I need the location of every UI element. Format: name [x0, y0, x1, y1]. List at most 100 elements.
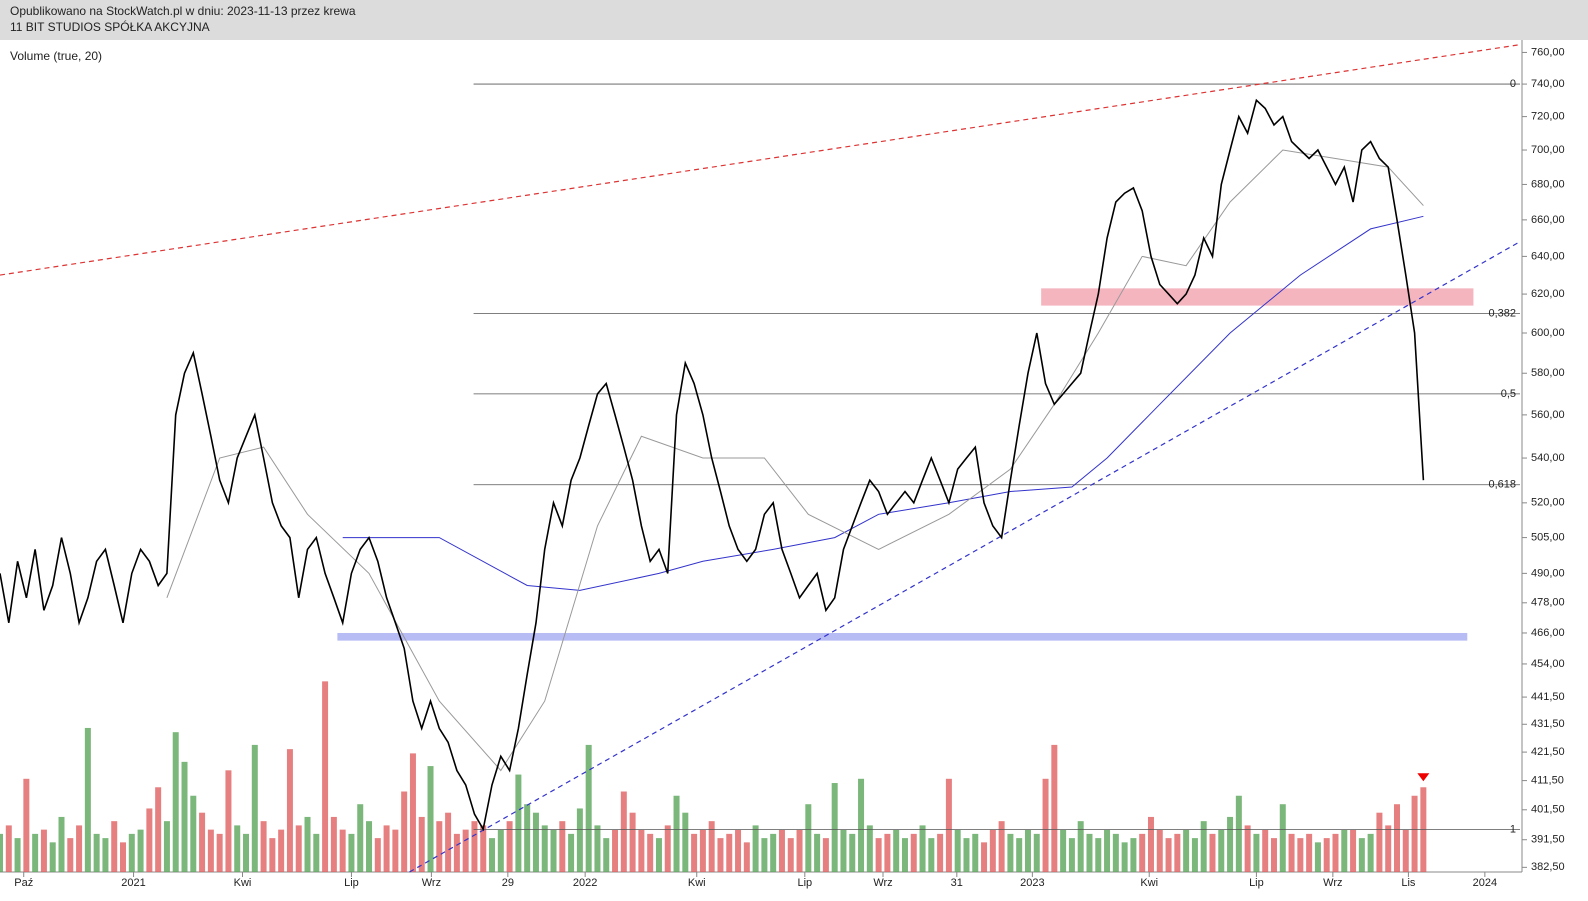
volume-bar — [541, 825, 548, 872]
y-tick-label: 505,00 — [1531, 531, 1565, 543]
volume-bar — [1323, 838, 1330, 872]
fib-label: 0,5 — [1501, 388, 1516, 400]
volume-bar — [840, 829, 847, 872]
volume-bar — [612, 829, 619, 872]
volume-bar — [418, 816, 425, 872]
volume-bar — [313, 833, 320, 872]
y-tick-label: 391,50 — [1531, 834, 1565, 846]
volume-bar — [1147, 816, 1154, 872]
volume-bar — [717, 838, 724, 872]
volume-bar — [462, 829, 469, 872]
zone — [1041, 288, 1474, 306]
volume-bar — [945, 778, 952, 872]
volume-bar — [1095, 838, 1102, 872]
volume-bar — [1270, 838, 1277, 872]
volume-bar — [207, 829, 214, 872]
volume-bar — [1385, 825, 1392, 872]
y-tick-label: 760,00 — [1531, 46, 1565, 58]
volume-bar — [524, 804, 531, 872]
volume-label: Volume (true, 20) — [10, 49, 102, 63]
volume-bar — [102, 838, 109, 872]
fib-label: 0,618 — [1488, 479, 1516, 491]
trendline — [409, 241, 1521, 873]
volume-bar — [1411, 795, 1418, 872]
volume-bar — [199, 812, 206, 872]
x-tick-label: 2022 — [573, 877, 597, 889]
volume-bar — [0, 833, 3, 872]
volume-bar — [23, 778, 30, 872]
volume-bar — [40, 829, 47, 872]
y-tick-label: 600,00 — [1531, 327, 1565, 339]
volume-bar — [128, 833, 135, 872]
volume-bar — [893, 829, 900, 872]
zone — [337, 632, 1468, 641]
volume-bar — [1358, 838, 1365, 872]
y-tick-label: 540,00 — [1531, 452, 1565, 464]
volume-bar — [58, 816, 65, 872]
y-tick-label: 720,00 — [1531, 111, 1565, 123]
y-tick-label: 660,00 — [1531, 214, 1565, 226]
y-tick-label: 740,00 — [1531, 78, 1565, 90]
volume-bar — [673, 795, 680, 872]
volume-bar — [814, 833, 821, 872]
y-tick-label: 382,50 — [1531, 861, 1565, 873]
volume-bar — [1024, 829, 1031, 872]
volume-bar — [1262, 829, 1269, 872]
volume-bar — [822, 838, 829, 872]
volume-bar — [251, 744, 258, 872]
volume-bar — [550, 829, 557, 872]
x-tick-label: Lip — [1249, 877, 1264, 889]
volume-bar — [330, 816, 337, 872]
volume-bar — [585, 744, 592, 872]
x-tick-label: 2023 — [1020, 877, 1044, 889]
volume-bar — [778, 829, 785, 872]
volume-bar — [603, 838, 610, 872]
volume-bar — [761, 838, 768, 872]
published-note: Opublikowano na StockWatch.pl w dniu: 20… — [10, 4, 356, 18]
volume-bar — [735, 829, 742, 872]
volume-bar — [401, 791, 408, 872]
volume-bar — [989, 829, 996, 872]
volume-bar — [234, 825, 241, 872]
x-tick-label: 29 — [502, 877, 514, 889]
x-tick-label: Kwi — [234, 877, 252, 889]
volume-bar — [787, 838, 794, 872]
x-tick-label: Lip — [797, 877, 812, 889]
volume-bar — [84, 727, 91, 872]
volume-bar — [831, 783, 838, 872]
signal-marker — [1417, 773, 1430, 782]
volume-bar — [1288, 833, 1295, 872]
fib-label: 0 — [1510, 78, 1516, 90]
volume-bar — [278, 829, 285, 872]
volume-bar — [981, 842, 988, 872]
volume-bar — [155, 787, 162, 872]
y-tick-label: 431,50 — [1531, 718, 1565, 730]
y-tick-label: 640,00 — [1531, 250, 1565, 262]
volume-bar — [1253, 833, 1260, 872]
volume-bar — [647, 833, 654, 872]
volume-bar — [1200, 821, 1207, 872]
volume-bar — [963, 838, 970, 872]
volume-bar — [436, 821, 443, 872]
y-tick-label: 401,50 — [1531, 804, 1565, 816]
volume-bar — [506, 821, 513, 872]
moving-average — [166, 149, 1424, 772]
volume-bar — [1104, 829, 1111, 872]
y-tick-label: 411,50 — [1531, 775, 1564, 787]
x-tick-label: Lis — [1401, 877, 1416, 889]
volume-bar — [664, 825, 671, 872]
x-tick-label: Kwi — [1140, 877, 1158, 889]
volume-bar — [383, 825, 390, 872]
volume-bar — [1235, 795, 1242, 872]
volume-bar — [392, 829, 399, 872]
volume-bar — [163, 821, 170, 872]
volume-bar — [638, 829, 645, 872]
volume-bar — [515, 774, 522, 872]
y-tick-label: 580,00 — [1531, 367, 1565, 379]
volume-bar — [1156, 829, 1163, 872]
volume-bar — [427, 766, 434, 872]
volume-bar — [409, 753, 416, 872]
volume-bar — [1314, 842, 1321, 872]
volume-bar — [928, 838, 935, 872]
volume-bar — [76, 825, 83, 872]
